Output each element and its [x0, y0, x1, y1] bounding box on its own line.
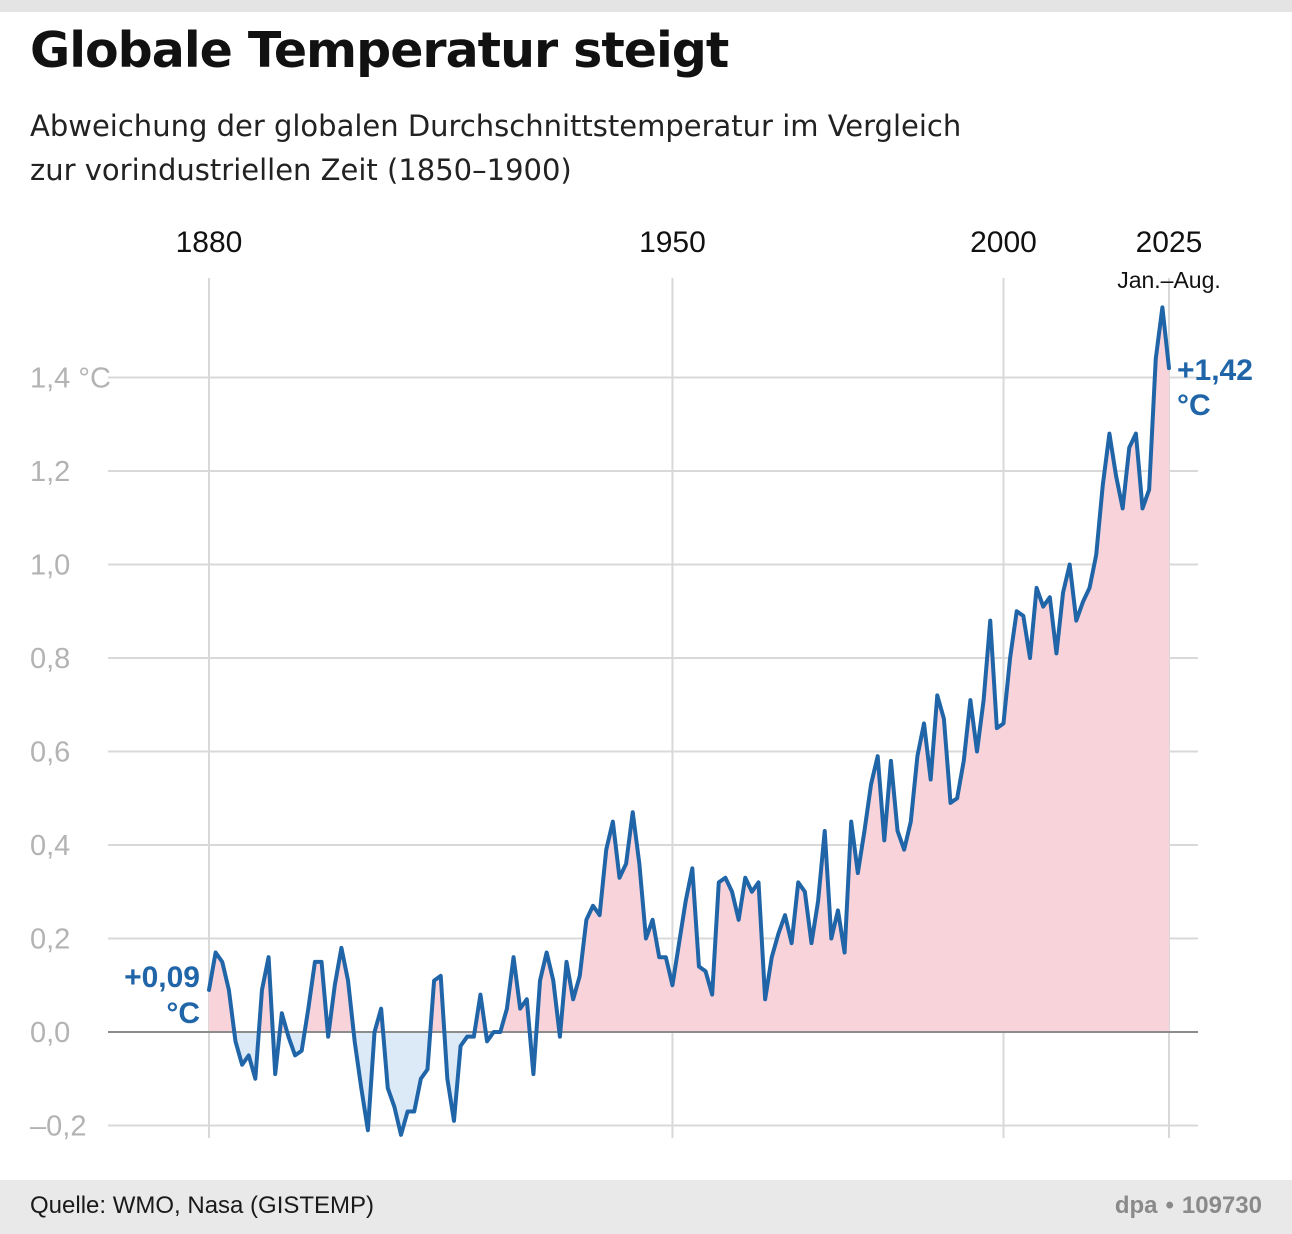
- y-tick-label-2: 1,0: [30, 550, 70, 582]
- y-tick-label-5: 0,4: [30, 830, 70, 862]
- credit: dpa • 109730: [1115, 1192, 1262, 1220]
- temperature-chart: 1,4 °C 1,2 1,0 0,8 0,6 0,4 0,2 0,0 –0,2 1880 1950…: [30, 226, 1253, 1143]
- start-annotation-value: +0,09: [124, 961, 200, 994]
- y-tick-label-3: 0,8: [30, 643, 70, 675]
- y-tick-label-8: –0,2: [30, 1111, 86, 1143]
- credit-separator: •: [1165, 1192, 1174, 1219]
- x-tick-label-0: 1880: [176, 226, 243, 259]
- end-annotation-unit: °C: [1177, 389, 1211, 422]
- x-tick-label-1: 1950: [639, 226, 706, 259]
- area-negative: [209, 1032, 1169, 1135]
- x-tick-labels: 1880 1950 2000 2025 Jan.–Aug.: [176, 226, 1221, 293]
- series-line-temperature: [207, 305, 1171, 1137]
- footer: Quelle: WMO, Nasa (GISTEMP) dpa • 109730: [0, 1180, 1292, 1234]
- top-bar: [0, 0, 1292, 12]
- start-annotation-unit: °C: [166, 997, 200, 1030]
- y-tick-label-1: 1,2: [30, 456, 70, 488]
- y-tick-labels: 1,4 °C 1,2 1,0 0,8 0,6 0,4 0,2 0,0 –0,2: [30, 363, 111, 1143]
- y-tick-label-7: 0,0: [30, 1017, 70, 1049]
- annotations: +0,09 °C +1,42 °C: [124, 354, 1253, 1030]
- y-tick-label-4: 0,6: [30, 737, 70, 769]
- x-tick-label-3: 2025: [1136, 226, 1203, 259]
- y-tick-label-6: 0,2: [30, 924, 70, 956]
- subtitle-line-2: zur vorindustriellen Zeit (1850–1900): [30, 153, 572, 187]
- area-positive: [209, 307, 1169, 1032]
- chart-title: Globale Temperatur steigt: [30, 22, 729, 79]
- x-sub-label: Jan.–Aug.: [1117, 267, 1221, 293]
- subtitle-line-1: Abweichung der globalen Durchschnittstem…: [30, 109, 962, 143]
- end-annotation-value: +1,42: [1177, 354, 1253, 387]
- chart-subtitle: Abweichung der globalen Durchschnittstem…: [30, 104, 1130, 192]
- source-note: Quelle: WMO, Nasa (GISTEMP): [30, 1192, 375, 1219]
- agency-name: dpa: [1114, 1192, 1158, 1219]
- x-tick-label-2: 2000: [970, 226, 1037, 259]
- graphic-id: 109730: [1181, 1192, 1262, 1219]
- y-tick-label-0: 1,4 °C: [30, 363, 111, 395]
- area-fill: [209, 307, 1169, 1135]
